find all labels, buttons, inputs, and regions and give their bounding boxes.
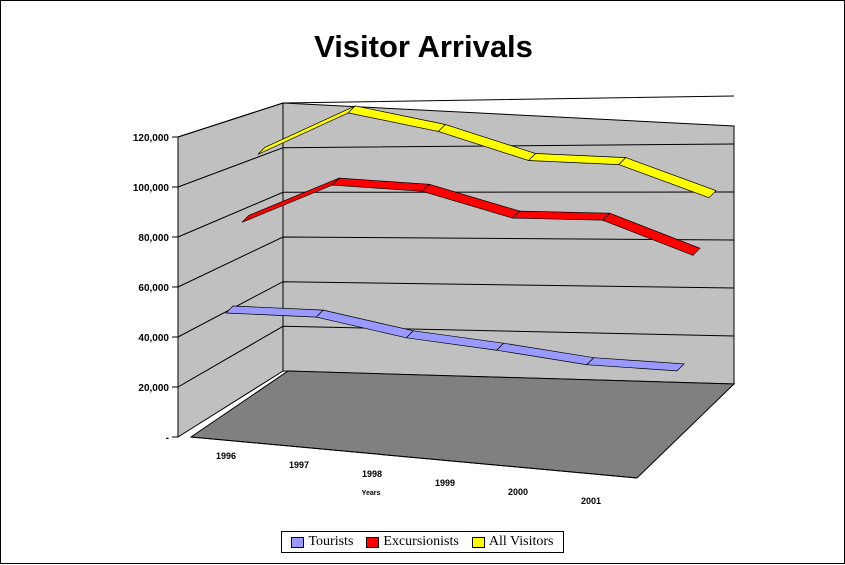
x-tick-label: 1996: [216, 451, 236, 461]
y-tick-label: -: [166, 433, 169, 444]
legend: Tourists Excursionists All Visitors: [281, 531, 564, 553]
legend-swatch: [472, 537, 485, 548]
legend-label: All Visitors: [489, 534, 554, 550]
x-tick-label: 1998: [362, 469, 382, 479]
legend-item: All Visitors: [472, 534, 554, 550]
legend-label: Excursionists: [383, 534, 458, 550]
y-tick-label: 120,000: [133, 133, 170, 144]
legend-item: Excursionists: [366, 534, 458, 550]
x-axis-label: Years: [362, 490, 381, 497]
legend-swatch: [366, 537, 379, 548]
y-tick-label: 100,000: [133, 183, 170, 194]
y-tick-label: 80,000: [138, 233, 169, 244]
y-tick-label: 20,000: [138, 383, 169, 394]
legend-swatch: [291, 537, 304, 548]
y-tick-label: 60,000: [138, 283, 169, 294]
x-tick-label: 1999: [435, 478, 455, 488]
y-tick-label: 40,000: [138, 333, 169, 344]
x-tick-label: 2000: [508, 487, 528, 497]
x-tick-label: 2001: [581, 496, 601, 506]
legend-item: Tourists: [291, 534, 353, 550]
legend-label: Tourists: [308, 534, 353, 550]
x-tick-label: 1997: [289, 460, 309, 470]
